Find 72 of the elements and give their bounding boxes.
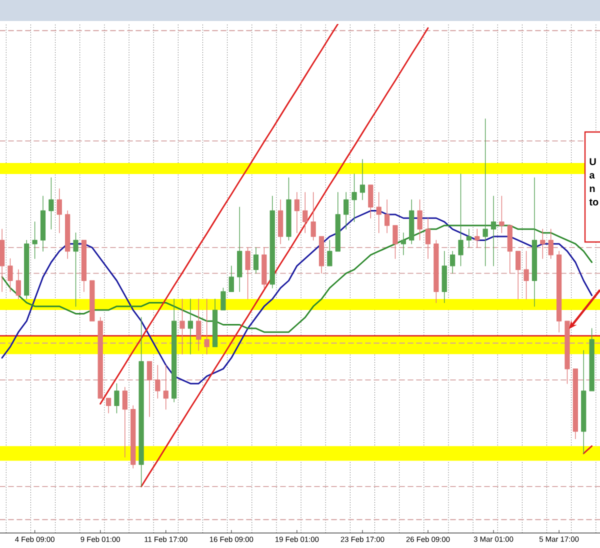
- candlestick: [572, 368, 578, 440]
- candlestick: [8, 258, 13, 292]
- candlestick: [16, 269, 21, 300]
- candlestick: [360, 158, 366, 200]
- candlestick: [155, 364, 160, 399]
- candlestick: [138, 317, 144, 487]
- candlestick: [442, 250, 447, 304]
- candlestick: [310, 192, 316, 241]
- candlestick: [90, 280, 95, 322]
- candlestick: [40, 196, 46, 252]
- candlestick: [172, 298, 177, 402]
- annotation: a: [590, 173, 595, 179]
- annotation: U: [590, 158, 596, 166]
- candlestick: [581, 350, 586, 454]
- candlestick: [466, 228, 472, 248]
- candlestick: [130, 405, 136, 468]
- candlestick: [188, 298, 194, 355]
- candlestick: [196, 298, 202, 351]
- candlestick: [146, 361, 152, 418]
- candlestick: [278, 199, 284, 244]
- candlestick: [48, 177, 54, 230]
- candlestick: [114, 383, 120, 414]
- candlestick: [56, 188, 62, 234]
- candlestick: [392, 225, 398, 259]
- candlestick: [499, 196, 504, 234]
- candlestick: [106, 398, 112, 414]
- candlestick: [344, 192, 349, 230]
- candlestick: [564, 320, 570, 384]
- candlestick: [490, 196, 496, 266]
- candlestick: [409, 199, 414, 244]
- candlestick: [81, 240, 87, 292]
- annotation: n: [590, 186, 595, 192]
- candlestick: [556, 250, 562, 332]
- candlestick: [245, 247, 250, 300]
- candlestick: [474, 228, 480, 248]
- candlestick: [228, 266, 234, 292]
- candlestick: [98, 317, 103, 399]
- candlestick: [270, 196, 275, 288]
- candlestick: [384, 199, 390, 234]
- candlestick: [458, 174, 464, 266]
- candlestick: [532, 177, 538, 307]
- candlestick: [262, 247, 267, 288]
- candlestick: [180, 298, 185, 355]
- candlestick: [0, 228, 5, 292]
- candlestick: [548, 228, 554, 259]
- candlestick: [327, 240, 332, 266]
- candlestick: [368, 184, 374, 218]
- candlestick: [212, 298, 218, 348]
- candlestick: [318, 236, 324, 274]
- candlestick: [507, 225, 512, 274]
- candlestick: [24, 240, 30, 300]
- candlestick: [294, 192, 300, 234]
- candlestick: [302, 192, 308, 234]
- candlestick: [286, 177, 292, 241]
- candlestick: [589, 328, 594, 392]
- candlestick: [434, 240, 439, 304]
- candlestick: [516, 250, 521, 300]
- candlestick: [352, 174, 357, 222]
- candlestick: [425, 218, 431, 259]
- annotation: to: [589, 198, 598, 206]
- candlestick: [253, 247, 259, 274]
- candlestick: [122, 386, 128, 458]
- candlestick: [73, 232, 78, 307]
- candlestick: [400, 232, 406, 256]
- candlestick: [376, 192, 382, 234]
- candlestick: [335, 192, 340, 252]
- candlestick: [220, 288, 226, 310]
- candlestick: [65, 210, 70, 259]
- candlestick: [524, 250, 529, 300]
- candlestick: [237, 206, 242, 292]
- candlestick: [417, 199, 422, 241]
- candlestick: [450, 250, 456, 274]
